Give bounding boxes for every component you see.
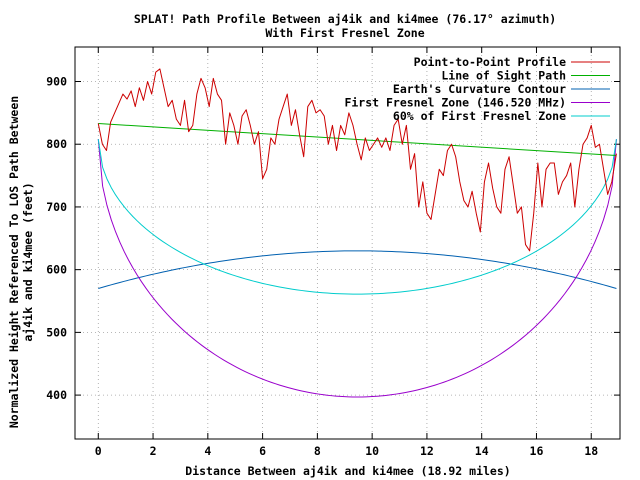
x-tick-label: 18 xyxy=(584,444,598,458)
plot-border xyxy=(74,46,621,440)
x-tick-label: 8 xyxy=(314,444,321,458)
chart-title: SPLAT! Path Profile Between aj4ik and ki… xyxy=(134,12,556,26)
series-line-first-fresnel-zone-146-520-mhz xyxy=(97,139,617,398)
chart-subtitle: With First Fresnel Zone xyxy=(265,26,424,40)
x-tick-label: 4 xyxy=(204,444,211,458)
series-line-line-of-sight-path xyxy=(98,123,617,157)
x-tick-label: 2 xyxy=(150,444,157,458)
y-tick-label: 700 xyxy=(46,200,67,214)
y-axis-label-line-2: aj4ik and ki4mee (feet) xyxy=(21,182,35,341)
legend-label: Point-to-Point Profile xyxy=(414,55,566,69)
x-tick-label: 10 xyxy=(365,444,379,458)
y-tick-label: 900 xyxy=(46,74,67,88)
legend-label: Earth's Curvature Contour xyxy=(393,82,566,96)
y-tick-label: 500 xyxy=(46,325,67,339)
series-line-60-of-first-fresnel-zone xyxy=(97,139,617,295)
x-tick-label: 14 xyxy=(475,444,489,458)
y-tick-label: 600 xyxy=(46,263,67,277)
y-tick-label: 800 xyxy=(46,137,67,151)
series-lines xyxy=(97,68,617,398)
y-tick-label: 400 xyxy=(46,388,67,402)
series-line-point-to-point-profile xyxy=(97,68,617,252)
grid-lines xyxy=(75,47,620,439)
x-tick-label: 12 xyxy=(420,444,434,458)
y-axis-label-line-1: Normalized Height Referenced To LOS Path… xyxy=(7,96,21,428)
axis-ticks: 0 2 4 6 8 10 12 14 16 18 400 500 600 700 800 900 xyxy=(46,47,620,458)
series-line-earth-s-curvature-contour xyxy=(98,250,617,289)
legend-label: Line of Sight Path xyxy=(441,69,566,83)
x-tick-label: 16 xyxy=(530,444,544,458)
legend-label: First Fresnel Zone (146.520 MHz) xyxy=(344,96,566,110)
x-tick-label: 0 xyxy=(95,444,102,458)
x-axis-label: Distance Between aj4ik and ki4mee (18.92… xyxy=(185,464,510,478)
x-tick-label: 6 xyxy=(259,444,266,458)
legend-label: 60% of First Fresnel Zone xyxy=(393,109,566,123)
